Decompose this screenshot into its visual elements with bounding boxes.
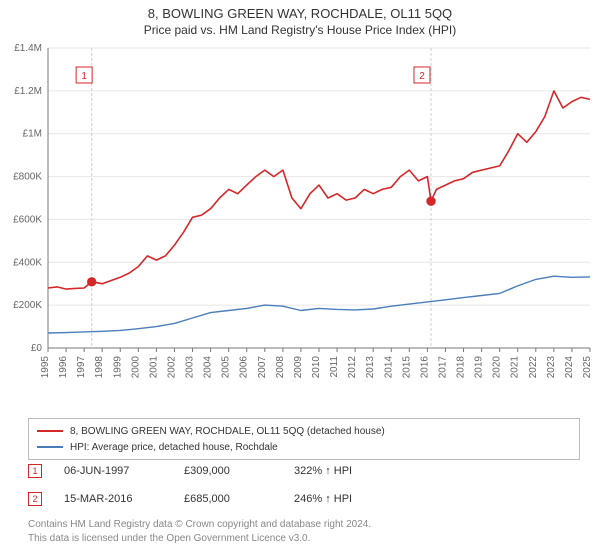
chart-title: 8, BOWLING GREEN WAY, ROCHDALE, OL11 5QQ xyxy=(0,0,600,21)
svg-text:2001: 2001 xyxy=(148,356,159,379)
transaction-price: £685,000 xyxy=(184,493,294,505)
footer-attribution: Contains HM Land Registry data © Crown c… xyxy=(28,518,580,545)
chart-svg: £0 £200K £400K £600K £800K £1M £1.2M £1.4M 1995 1… xyxy=(0,42,600,412)
footer-line: Contains HM Land Registry data © Crown c… xyxy=(28,518,580,532)
svg-text:£600K: £600K xyxy=(13,214,42,225)
svg-text:2007: 2007 xyxy=(257,356,268,379)
chart-subtitle: Price paid vs. HM Land Registry's House … xyxy=(0,21,600,41)
svg-text:2017: 2017 xyxy=(437,356,448,379)
svg-text:1999: 1999 xyxy=(112,356,123,379)
svg-text:2023: 2023 xyxy=(546,356,557,379)
legend: 8, BOWLING GREEN WAY, ROCHDALE, OL11 5QQ… xyxy=(28,418,580,460)
svg-text:1998: 1998 xyxy=(94,356,105,379)
svg-text:1996: 1996 xyxy=(58,356,69,379)
svg-text:2015: 2015 xyxy=(401,356,412,379)
chart-plot-area: £0 £200K £400K £600K £800K £1M £1.2M £1.4M 1995 1… xyxy=(0,42,600,412)
svg-text:2018: 2018 xyxy=(456,356,467,379)
transaction-price: £309,000 xyxy=(184,465,294,477)
transaction-pct: 322% ↑ HPI xyxy=(294,465,434,477)
svg-text:2: 2 xyxy=(419,71,425,82)
transaction-row: 1 06-JUN-1997 £309,000 322% ↑ HPI xyxy=(28,462,580,480)
legend-swatch xyxy=(37,430,63,432)
svg-text:1: 1 xyxy=(81,71,87,82)
svg-text:2021: 2021 xyxy=(510,356,521,379)
marker-badge: 2 xyxy=(28,492,42,506)
svg-text:1997: 1997 xyxy=(76,356,87,379)
svg-text:2000: 2000 xyxy=(130,356,141,379)
svg-text:£800K: £800K xyxy=(13,172,42,183)
svg-text:2020: 2020 xyxy=(492,356,503,379)
marker-badge: 1 xyxy=(28,464,42,478)
svg-text:2016: 2016 xyxy=(419,356,430,379)
svg-text:2008: 2008 xyxy=(275,356,286,379)
svg-text:2011: 2011 xyxy=(329,356,340,378)
svg-text:2009: 2009 xyxy=(293,356,304,379)
svg-text:2019: 2019 xyxy=(474,356,485,379)
svg-text:£1.2M: £1.2M xyxy=(14,86,42,97)
legend-label: 8, BOWLING GREEN WAY, ROCHDALE, OL11 5QQ… xyxy=(70,426,385,437)
svg-text:£200K: £200K xyxy=(13,300,42,311)
legend-item: 8, BOWLING GREEN WAY, ROCHDALE, OL11 5QQ… xyxy=(37,423,571,439)
svg-text:2014: 2014 xyxy=(383,356,394,379)
svg-text:2005: 2005 xyxy=(221,356,232,379)
footer-line: This data is licensed under the Open Gov… xyxy=(28,532,580,546)
svg-text:£1.4M: £1.4M xyxy=(14,43,42,54)
chart-container: 8, BOWLING GREEN WAY, ROCHDALE, OL11 5QQ… xyxy=(0,0,600,560)
svg-text:2024: 2024 xyxy=(564,356,575,379)
svg-text:2004: 2004 xyxy=(203,356,214,379)
transaction-row: 2 15-MAR-2016 £685,000 246% ↑ HPI xyxy=(28,490,580,508)
svg-text:1995: 1995 xyxy=(40,356,51,379)
svg-text:£400K: £400K xyxy=(13,257,42,268)
transaction-pct: 246% ↑ HPI xyxy=(294,493,434,505)
transaction-date: 06-JUN-1997 xyxy=(64,465,184,477)
svg-text:2013: 2013 xyxy=(365,356,376,379)
svg-text:2010: 2010 xyxy=(311,356,322,379)
legend-label: HPI: Average price, detached house, Roch… xyxy=(70,442,278,453)
svg-text:2002: 2002 xyxy=(166,356,177,379)
svg-text:£1M: £1M xyxy=(23,129,42,140)
svg-text:2003: 2003 xyxy=(185,356,196,379)
svg-text:2006: 2006 xyxy=(239,356,250,379)
svg-text:2012: 2012 xyxy=(347,356,358,379)
svg-text:£0: £0 xyxy=(31,343,43,354)
svg-text:2025: 2025 xyxy=(582,356,593,379)
legend-item: HPI: Average price, detached house, Roch… xyxy=(37,439,571,455)
transaction-date: 15-MAR-2016 xyxy=(64,493,184,505)
svg-text:2022: 2022 xyxy=(528,356,539,379)
legend-swatch xyxy=(37,446,63,448)
